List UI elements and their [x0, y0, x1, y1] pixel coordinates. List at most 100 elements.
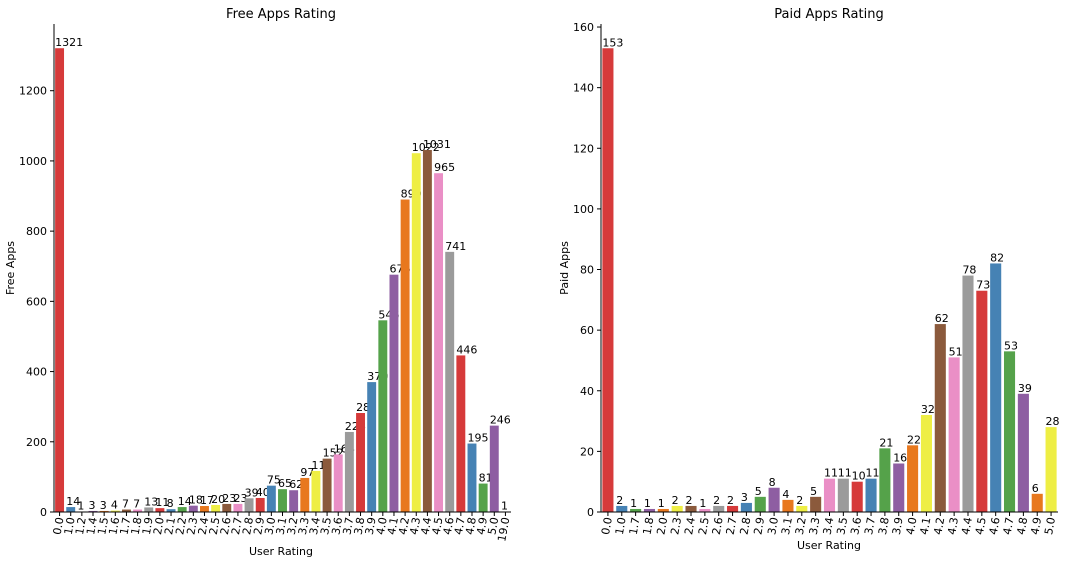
- x-tick-label: 3.9: [363, 516, 379, 535]
- data-label: 4: [782, 488, 789, 501]
- bar: [976, 290, 988, 512]
- y-tick-label: 200: [26, 436, 47, 449]
- data-label: 20: [211, 493, 225, 506]
- x-tick-label: 3.8: [352, 516, 368, 535]
- data-label: 4: [111, 499, 118, 512]
- y-axis-label: Free Apps: [4, 241, 17, 295]
- x-tick-label: 2.8: [738, 516, 754, 535]
- bar: [222, 503, 232, 512]
- bar: [121, 509, 131, 512]
- bar: [266, 485, 276, 512]
- x-tick-label: 3.3: [296, 516, 312, 535]
- data-label: 11: [824, 467, 838, 480]
- data-label: 23: [233, 492, 247, 505]
- x-tick-label: 4.3: [945, 516, 961, 535]
- x-tick-label: 4.6: [441, 516, 457, 535]
- data-label: 5: [810, 485, 817, 498]
- data-label: 1: [699, 497, 706, 510]
- chart-title: Free Apps Rating: [226, 7, 336, 22]
- x-tick-label: 4.3: [407, 516, 423, 535]
- bar: [962, 275, 974, 512]
- bar: [616, 505, 628, 512]
- x-tick-label: 1.7: [627, 516, 643, 535]
- x-tick-label: 2.7: [229, 516, 245, 535]
- x-tick-label: 2.5: [696, 516, 712, 535]
- bar: [389, 274, 399, 512]
- data-label: 17: [200, 494, 214, 507]
- bar: [685, 505, 697, 512]
- data-label: 73: [976, 279, 990, 292]
- x-tick-label: 2.0: [151, 516, 167, 535]
- data-label: 78: [962, 264, 976, 277]
- x-tick-label: 2.3: [668, 516, 684, 535]
- bar: [713, 505, 725, 512]
- bar: [740, 502, 752, 512]
- bar: [110, 510, 120, 512]
- bar: [768, 487, 780, 512]
- bar: [948, 357, 960, 512]
- x-tick-label: 3.5: [834, 516, 850, 535]
- bar: [1045, 427, 1057, 512]
- bar: [851, 481, 863, 512]
- bar: [445, 251, 455, 512]
- bar: [796, 505, 808, 512]
- data-label: 1031: [423, 138, 451, 151]
- x-tick-label: 1.6: [106, 516, 122, 535]
- bar: [837, 478, 849, 512]
- bar: [333, 454, 343, 512]
- x-tick-label: 2.0: [654, 516, 670, 535]
- x-tick-label: 3.5: [318, 516, 334, 535]
- x-tick-label: 4.7: [452, 516, 468, 535]
- bar: [810, 496, 822, 512]
- data-label: 32: [921, 403, 935, 416]
- x-tick-label: 2.6: [710, 516, 726, 535]
- bar: [630, 508, 642, 512]
- bar: [311, 470, 321, 512]
- x-tick-label: 3.0: [262, 516, 278, 535]
- y-axis-label: Paid Apps: [558, 241, 571, 295]
- bar: [411, 153, 421, 512]
- bar: [489, 425, 499, 512]
- y-tick-label: 40: [580, 385, 594, 398]
- data-label: 62: [289, 478, 303, 491]
- bar: [467, 443, 477, 512]
- x-tick-label: 3.1: [274, 516, 290, 535]
- x-tick-label: 3.1: [779, 516, 795, 535]
- x-axis-label: User Rating: [249, 545, 313, 558]
- x-tick-label: 4.1: [918, 516, 934, 535]
- data-label: 1022: [412, 141, 440, 154]
- bar: [602, 48, 614, 512]
- x-tick-label: 4.5: [430, 516, 446, 535]
- x-tick-label: 2.6: [218, 516, 234, 535]
- data-label: 153: [602, 36, 623, 49]
- x-tick-label: 4.8: [463, 516, 479, 535]
- bar: [400, 199, 410, 513]
- y-tick-label: 140: [573, 82, 594, 95]
- data-label: 22: [907, 433, 921, 446]
- x-tick-label: 4.0: [374, 516, 390, 535]
- y-tick-label: 600: [26, 295, 47, 308]
- bar: [344, 431, 354, 512]
- bar: [865, 478, 877, 512]
- data-label: 5: [755, 485, 762, 498]
- free-apps-chart: Free Apps Rating User Rating Free Apps 1…: [4, 7, 512, 558]
- paid-apps-chart: Paid Apps Rating User Rating Paid Apps 1…: [558, 7, 1060, 552]
- bar: [66, 507, 76, 512]
- data-label: 75: [267, 474, 281, 487]
- data-label: 39: [245, 486, 259, 499]
- bar: [233, 503, 243, 512]
- x-tick-label: 4.8: [1014, 516, 1030, 535]
- data-label: 10: [852, 470, 866, 483]
- bar: [990, 263, 1002, 512]
- x-tick-label: 3.9: [890, 516, 906, 535]
- data-label: 2: [713, 494, 720, 507]
- bar: [211, 504, 221, 512]
- data-label: 1321: [55, 36, 83, 49]
- x-tick-label: 0.0: [599, 516, 615, 535]
- data-label: 28: [1046, 415, 1060, 428]
- data-label: 18: [189, 494, 203, 507]
- bar: [244, 498, 254, 512]
- bar: [1017, 393, 1029, 512]
- bar: [144, 507, 154, 512]
- x-tick-label: 2.9: [751, 516, 767, 535]
